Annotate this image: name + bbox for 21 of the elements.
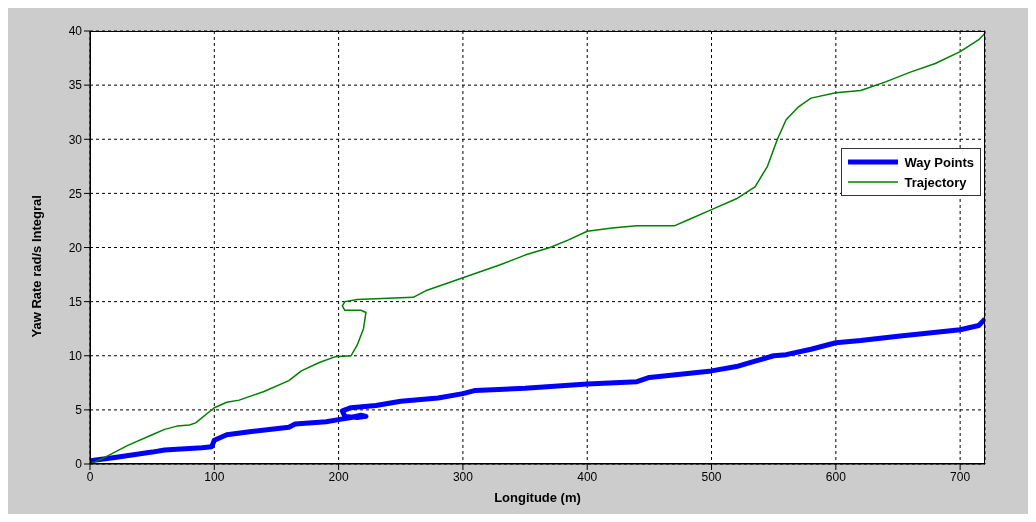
legend-label: Way Points <box>904 154 974 170</box>
x-tick-label: 300 <box>452 469 474 484</box>
y-tick-label: 30 <box>68 132 83 147</box>
y-tick-label: 35 <box>68 78 83 93</box>
y-tick-label: 20 <box>68 240 83 255</box>
x-tick-label: 200 <box>328 469 349 484</box>
y-tick-label: 10 <box>68 349 83 364</box>
y-tick-label: 40 <box>68 24 83 39</box>
legend-label: Trajectory <box>904 174 967 190</box>
x-tick-label: 400 <box>577 469 598 484</box>
y-tick-label: 0 <box>75 457 83 472</box>
y-tick-label: 5 <box>75 403 83 418</box>
x-tick-label: 600 <box>825 469 847 484</box>
x-tick-label: 500 <box>701 469 722 484</box>
x-axis-title: Longitude (m) <box>494 490 581 505</box>
x-tick-label: 0 <box>86 469 94 484</box>
x-tick-label: 100 <box>204 469 225 484</box>
y-tick-label: 15 <box>68 294 83 309</box>
y-tick-label: 25 <box>68 186 83 201</box>
y-axis-title: Yaw Rate rad/s Integral <box>28 195 44 338</box>
x-tick-label: 700 <box>950 469 971 484</box>
